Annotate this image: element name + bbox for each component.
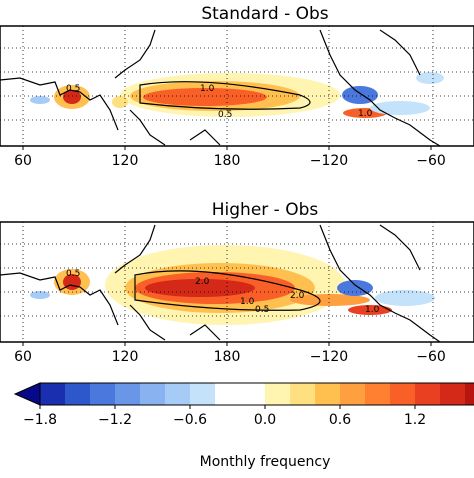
contour-label: 0.5 bbox=[66, 269, 80, 279]
x-tick-label: −120 bbox=[310, 153, 348, 169]
colorbar-swatch bbox=[90, 383, 115, 405]
colorbar-swatch bbox=[440, 383, 465, 405]
contour-label: 1.0 bbox=[358, 109, 373, 119]
panel-title: Higher - Obs bbox=[212, 200, 319, 220]
contour-label: 0.5 bbox=[218, 110, 232, 120]
x-tick-label: 180 bbox=[214, 349, 241, 365]
x-tick-label: 120 bbox=[112, 349, 139, 365]
x-tick-label: −60 bbox=[416, 349, 446, 365]
x-tick-label: 60 bbox=[14, 349, 32, 365]
colorbar-label: Monthly frequency bbox=[200, 454, 331, 470]
map bbox=[0, 222, 474, 342]
colorbar-swatch bbox=[315, 383, 340, 405]
colorbar-tick-label: 0.6 bbox=[329, 412, 351, 428]
colorbar-swatch bbox=[265, 383, 290, 405]
colorbar-swatch bbox=[415, 383, 440, 405]
contour-label: 1.0 bbox=[365, 305, 380, 315]
colorbar-swatch bbox=[290, 383, 315, 405]
colorbar-swatch bbox=[340, 383, 365, 405]
colorbar-tick-label: 1.2 bbox=[404, 412, 426, 428]
contour-label: 0.5 bbox=[66, 84, 80, 94]
x-tick-label: −60 bbox=[416, 153, 446, 169]
contour-label: 1.0 bbox=[200, 84, 215, 94]
colorbar-frame bbox=[39, 382, 474, 406]
colorbar-swatch bbox=[240, 383, 265, 405]
colorbar-swatch bbox=[65, 383, 90, 405]
contour-label: 2.0 bbox=[290, 291, 305, 301]
contour-label: 0.5 bbox=[255, 305, 269, 315]
colorbar-tick-label: −0.6 bbox=[173, 412, 207, 428]
x-tick-label: −120 bbox=[310, 349, 348, 365]
colorbar-swatch bbox=[215, 383, 240, 405]
colorbar-swatch bbox=[390, 383, 415, 405]
colorbar-swatch bbox=[165, 383, 190, 405]
colorbar-arrow bbox=[13, 382, 41, 406]
x-tick-label: 120 bbox=[112, 153, 139, 169]
colorbar-swatch bbox=[365, 383, 390, 405]
x-tick-label: 60 bbox=[14, 153, 32, 169]
panel-title: Standard - Obs bbox=[201, 4, 328, 24]
colorbar-swatch bbox=[190, 383, 215, 405]
map bbox=[0, 26, 474, 146]
contour-label: 1.0 bbox=[240, 297, 255, 307]
x-tick-label: 180 bbox=[214, 153, 241, 169]
colorbar-swatch bbox=[465, 383, 474, 405]
colorbar-swatch bbox=[115, 383, 140, 405]
colorbar-tick-label: 0.0 bbox=[254, 412, 276, 428]
colorbar: −1.8−1.2−0.60.00.61.21.8 bbox=[13, 382, 474, 428]
contour-label: 2.0 bbox=[195, 277, 210, 287]
colorbar-tick-label: −1.2 bbox=[98, 412, 132, 428]
colorbar-swatch bbox=[140, 383, 165, 405]
colorbar-swatch bbox=[40, 383, 65, 405]
colorbar-tick-label: −1.8 bbox=[23, 412, 57, 428]
